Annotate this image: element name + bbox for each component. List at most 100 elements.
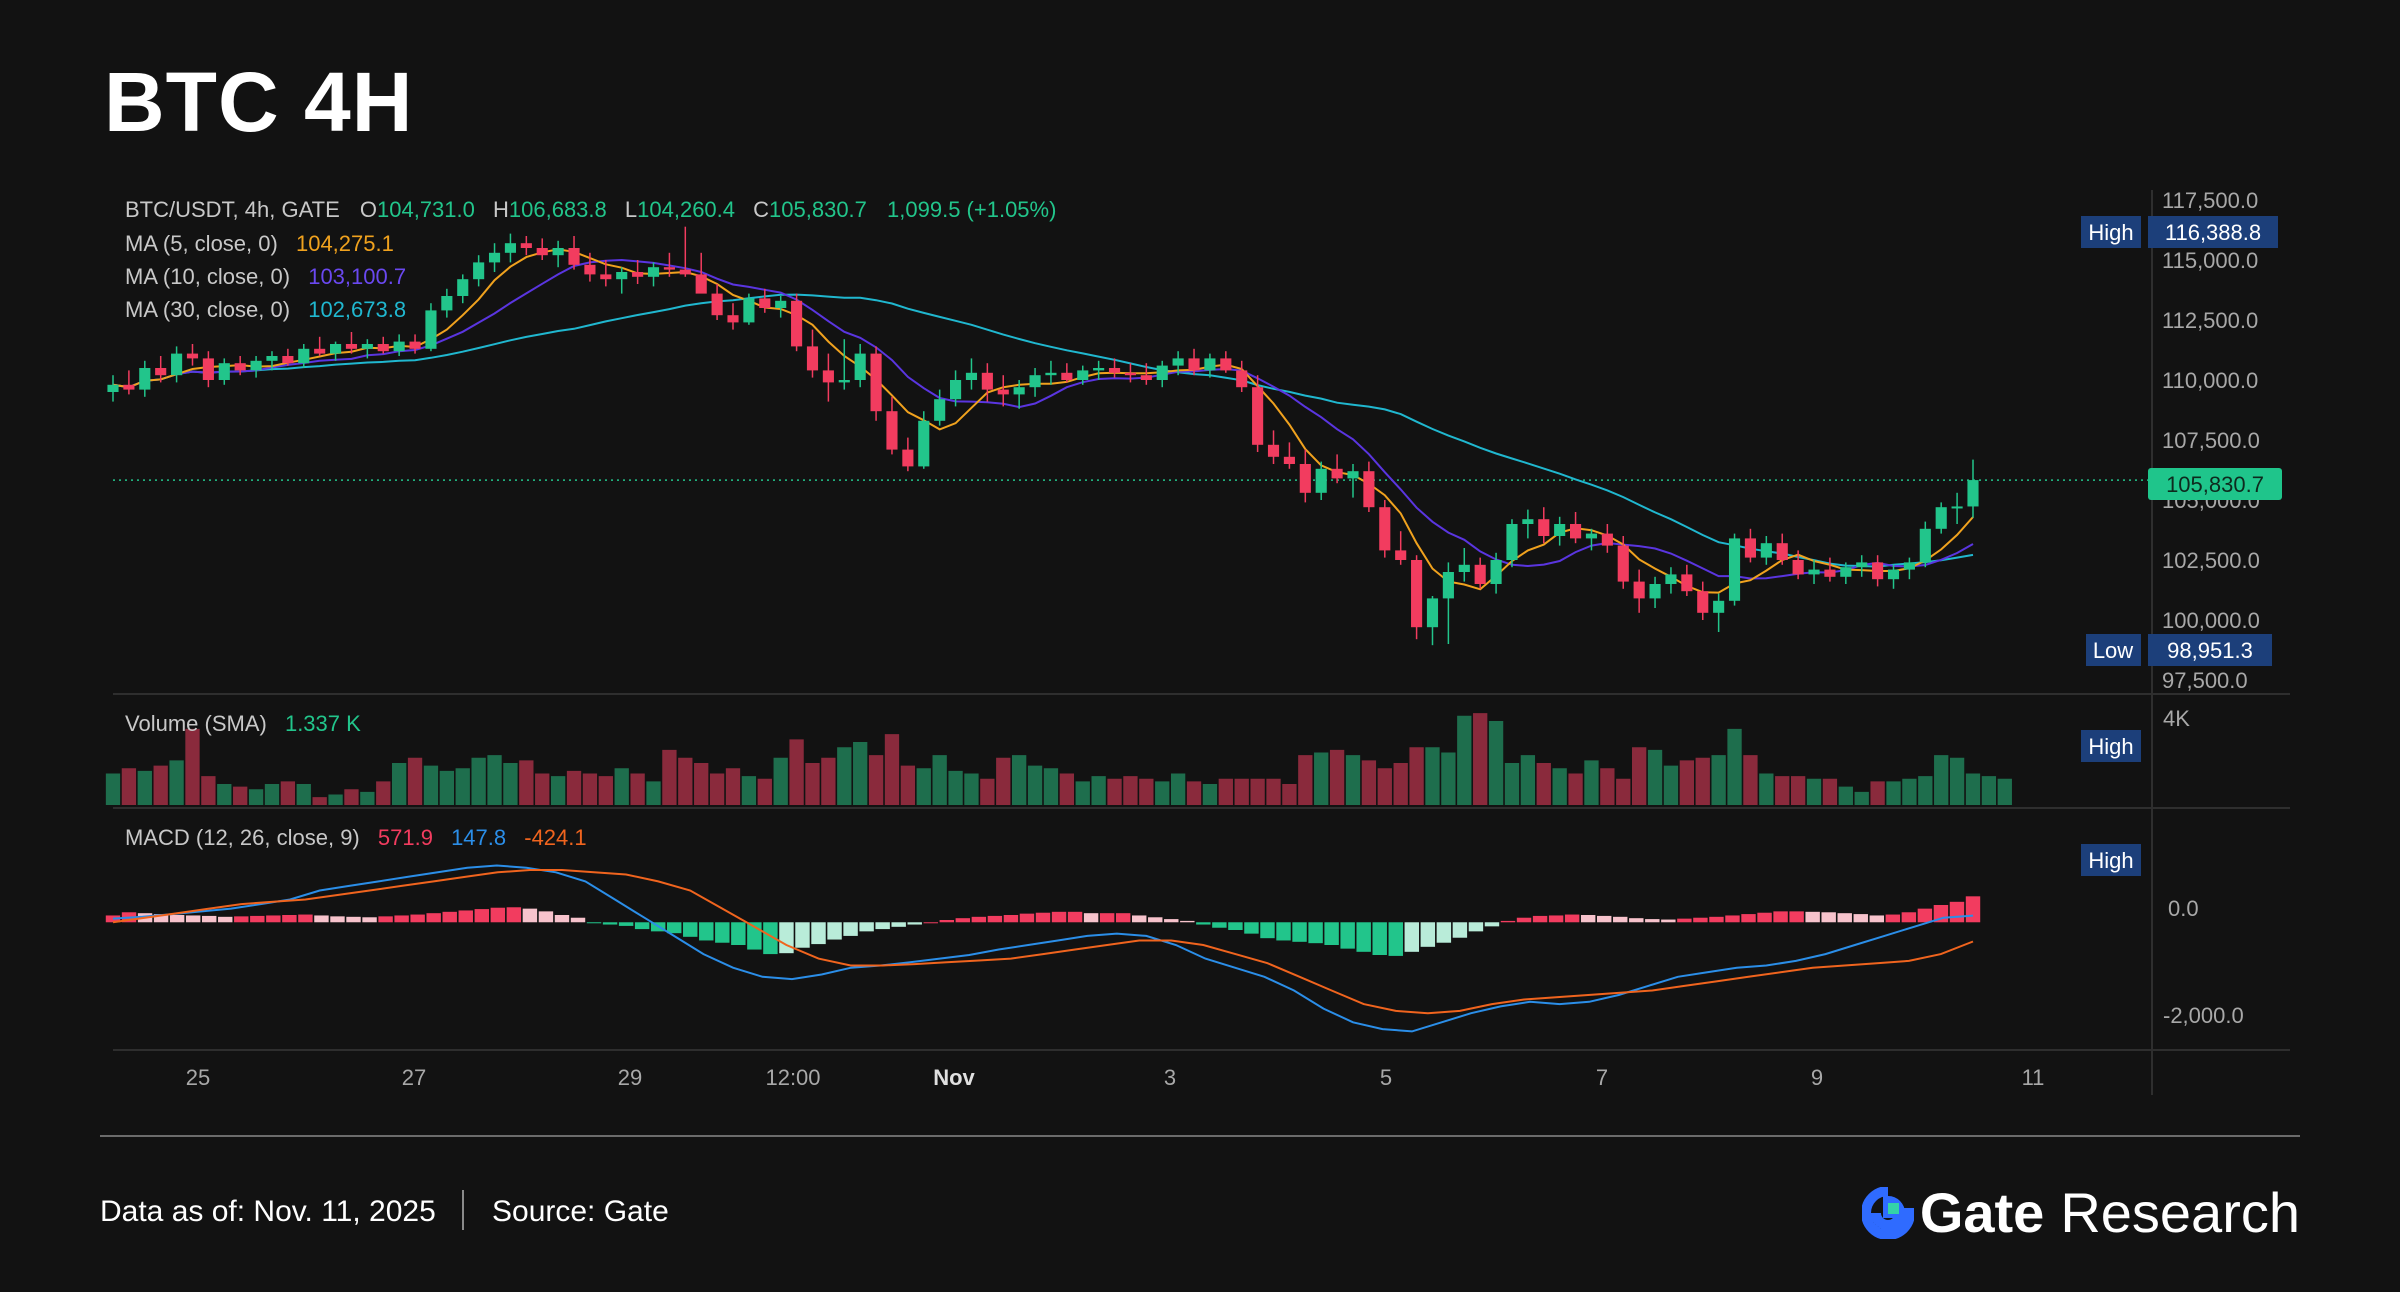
candle — [1395, 531, 1407, 565]
volume-bar — [900, 765, 916, 805]
candle-body — [1776, 543, 1788, 560]
candle — [330, 341, 342, 361]
candle — [1903, 557, 1915, 580]
candle-body — [854, 353, 866, 380]
candle-body — [1649, 584, 1661, 599]
candle-body — [759, 298, 771, 308]
macd-line-value: 147.8 — [451, 825, 506, 850]
candle-body — [632, 272, 644, 277]
macd-histogram-bar — [1228, 922, 1243, 930]
candle — [950, 370, 962, 407]
candle — [1172, 351, 1184, 376]
candle-body — [981, 372, 993, 390]
candle — [1331, 454, 1343, 484]
volume-bar — [1012, 755, 1027, 805]
candle-body — [1665, 574, 1677, 584]
volume-bar — [1107, 778, 1122, 805]
candle — [775, 296, 787, 318]
candle-body — [1713, 600, 1725, 613]
candle — [107, 375, 119, 402]
volume-bar — [1632, 747, 1647, 805]
volume-bar — [1934, 755, 1949, 805]
candle-body — [282, 356, 294, 364]
candle-body — [361, 344, 373, 349]
candle-body — [536, 248, 548, 256]
candle — [918, 411, 930, 469]
volume-bar — [1552, 768, 1567, 805]
volume-bar — [169, 760, 184, 805]
macd-histogram-bar — [1500, 920, 1516, 923]
macd-histogram-bar — [1869, 915, 1885, 923]
candle — [218, 358, 230, 385]
candle-body — [139, 368, 151, 390]
macd-histogram-bar — [570, 917, 586, 923]
candle-body — [1760, 543, 1772, 558]
candle — [520, 236, 532, 256]
macd-histogram-bar — [795, 922, 810, 948]
volume-bar — [1282, 784, 1297, 805]
time-axis-label: Nov — [933, 1065, 975, 1090]
time-axis-label: 12:00 — [765, 1065, 820, 1090]
candle-body — [1474, 564, 1486, 584]
candle — [1554, 516, 1566, 546]
candle — [361, 339, 373, 359]
candle-body — [1363, 471, 1375, 508]
candle-body — [377, 344, 389, 352]
volume-bar — [328, 794, 343, 805]
candle — [1490, 552, 1502, 594]
candle — [1029, 368, 1041, 397]
volume-bar — [1918, 776, 1933, 805]
volume-bar — [1711, 755, 1726, 805]
candle — [1299, 449, 1311, 503]
legend-ma30-value: 102,673.8 — [308, 297, 406, 322]
volume-bar — [1473, 713, 1488, 805]
candle — [1776, 533, 1788, 565]
candle-body — [743, 298, 755, 323]
price-tick-label: 107,500.0 — [2162, 428, 2260, 453]
candle-body — [1490, 560, 1502, 584]
macd-histogram-bar — [1404, 922, 1420, 952]
macd-histogram-bar — [1019, 913, 1035, 923]
macd-histogram-bar — [955, 918, 971, 923]
volume-bar — [1218, 778, 1233, 805]
candle-body — [870, 353, 882, 412]
candle — [1570, 512, 1582, 544]
macd-histogram-bar — [1099, 913, 1115, 923]
macd-signal-value: -424.1 — [524, 825, 586, 850]
candle-body — [473, 262, 485, 280]
candle — [1728, 533, 1741, 606]
macd-histogram-bar — [827, 922, 842, 940]
macd-histogram-bar — [538, 911, 554, 923]
candle-body — [1554, 524, 1566, 536]
volume-bar — [1298, 755, 1313, 805]
candle-body — [1331, 468, 1343, 479]
legend-ma5-label: MA (5, close, 0) — [125, 231, 278, 256]
candle — [1013, 380, 1025, 409]
volume-bar — [1075, 781, 1090, 805]
macd-histogram-bar — [1677, 918, 1692, 923]
price-tick-label: 117,500.0 — [2162, 188, 2258, 213]
candle — [1856, 555, 1868, 577]
time-axis: 25 27 29 12:00 Nov 3 5 7 9 11 — [186, 1065, 2045, 1090]
candle — [441, 288, 453, 318]
candle — [1315, 461, 1327, 500]
candle — [1538, 507, 1550, 544]
macd-histogram-bar — [971, 916, 987, 923]
macd-histogram-bar — [410, 914, 425, 923]
volume-bar — [233, 786, 248, 805]
macd-histogram-bar — [859, 922, 874, 932]
price-tick-label: 100,000.0 — [2162, 608, 2260, 633]
macd-histogram-bar — [1324, 922, 1339, 945]
candle — [1951, 492, 1963, 524]
legend-h-value: 106,683.8 — [509, 197, 607, 222]
candle-body — [298, 348, 310, 364]
candle — [1887, 564, 1900, 589]
candle-body — [409, 341, 421, 349]
macd-histogram-bar — [1516, 917, 1532, 923]
macd-legend: MACD (12, 26, close, 9) 571.9 147.8 -424… — [125, 825, 587, 850]
candle — [298, 344, 310, 368]
candle — [965, 358, 978, 390]
candle-body — [330, 344, 342, 354]
candle-body — [425, 310, 437, 349]
